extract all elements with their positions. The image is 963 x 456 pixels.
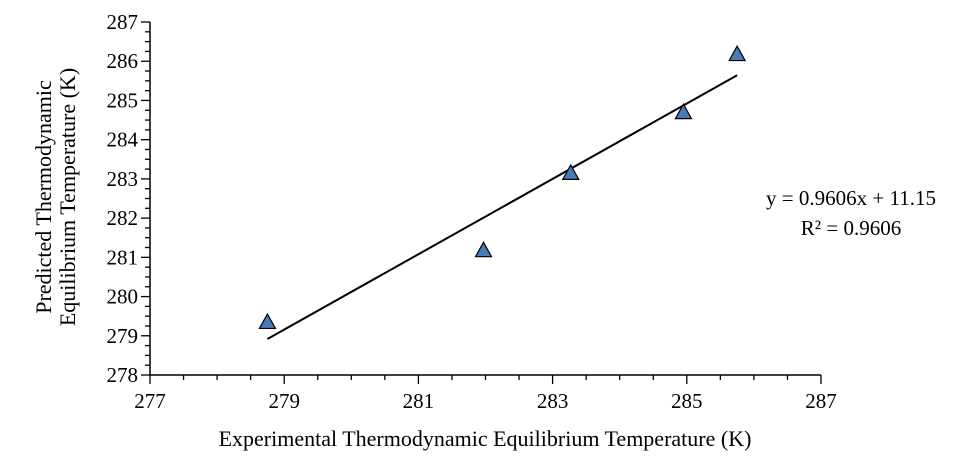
y-tick-label: 278 (107, 363, 139, 387)
y-tick-label: 281 (107, 245, 139, 269)
trendline-group (266, 74, 738, 340)
x-tick-label: 283 (537, 389, 569, 413)
trendline (266, 74, 738, 340)
data-point (561, 163, 580, 181)
y-tick-label: 283 (107, 167, 139, 191)
y-tick-label: 282 (107, 206, 139, 230)
data-point (258, 312, 277, 330)
x-tick-label: 285 (671, 389, 703, 413)
x-axis-title: Experimental Thermodynamic Equilibrium T… (219, 426, 752, 451)
y-tick-label: 280 (107, 285, 139, 309)
x-tick-label: 287 (805, 389, 837, 413)
y-tick-label: 284 (107, 128, 139, 152)
y-tick-label: 285 (107, 88, 139, 112)
x-tick-label: 281 (403, 389, 435, 413)
data-point (674, 102, 693, 120)
r-squared-label: R² = 0.9606 (801, 216, 901, 240)
y-tick-label: 286 (107, 49, 139, 73)
data-point (728, 44, 747, 62)
trendline-equation: y = 0.9606x + 11.15 (766, 186, 936, 210)
y-tick-label: 287 (107, 10, 139, 34)
x-tick-label: 279 (268, 389, 300, 413)
data-points (258, 44, 747, 330)
y-axis-title-line-2: Equilibrium Temperature (K) (55, 68, 80, 326)
axes (149, 22, 821, 376)
x-axis-ticks: 277 279 281 283 285 287 (134, 375, 837, 413)
data-point (474, 241, 493, 258)
y-axis-ticks: 278 279 280 281 282 283 284 285 286 287 (107, 10, 150, 387)
x-tick-label: 277 (134, 389, 166, 413)
y-tick-label: 279 (107, 324, 139, 348)
y-axis-title-line-1: Predicted Thermodynamic (31, 80, 56, 314)
